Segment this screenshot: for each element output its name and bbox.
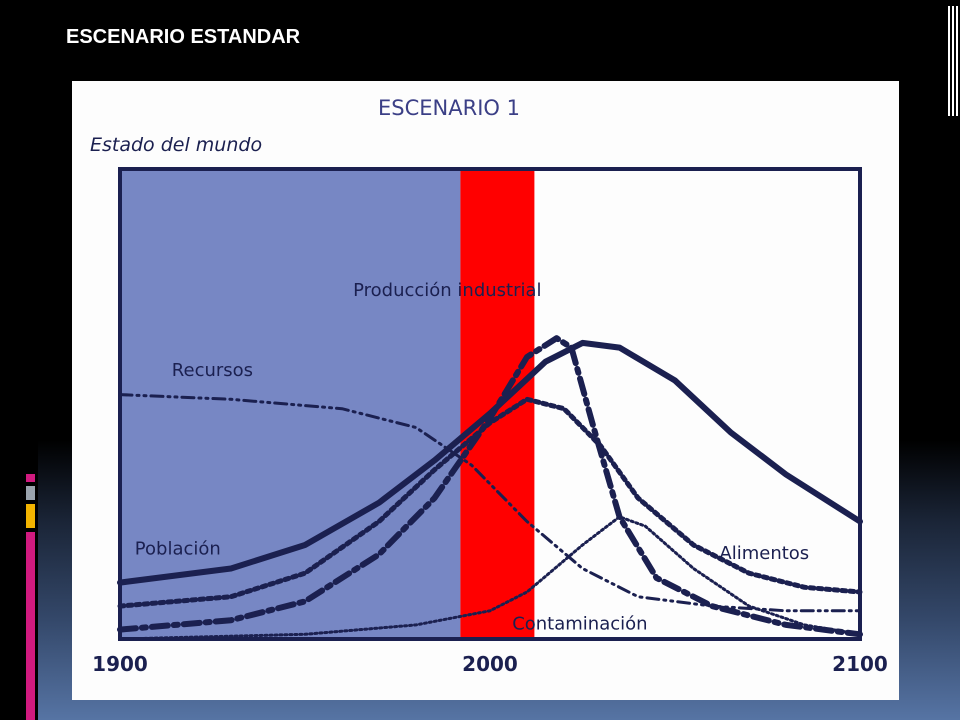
decorative-color-squares [26, 474, 36, 720]
series-label-layer: Recursos Población Producción industrial Al… [135, 280, 809, 635]
chart-plot-frame [118, 167, 862, 641]
series-label-produccion-industrial: Producción industrial [353, 280, 541, 301]
x-tick-label-2000: 2000 [462, 652, 518, 676]
slide-title: ESCENARIO ESTANDAR [66, 26, 301, 48]
series-label-alimentos: Alimentos [719, 543, 809, 564]
series-label-poblacion: Población [135, 538, 221, 559]
chart-ylabel: Estado del mundo [90, 134, 262, 156]
deco-bar-pink [26, 532, 35, 720]
deco-square-yellow [26, 504, 35, 528]
x-tick-layer: 1900 2000 2100 [92, 652, 888, 676]
scanned-figure: Recursos Población Producción industrial Al… [72, 81, 899, 700]
series-line-produccion-industrial [117, 335, 863, 638]
chart-title: ESCENARIO 1 [378, 96, 520, 120]
series-line-recursos [118, 393, 862, 613]
world-model-chart: Recursos Población Producción industrial Al… [90, 96, 888, 676]
x-tick-label-2100: 2100 [832, 652, 888, 676]
series-line-alimentos [117, 396, 863, 609]
series-line-contaminacion [118, 515, 862, 641]
x-tick-label-1900: 1900 [92, 652, 148, 676]
series-label-recursos: Recursos [172, 360, 253, 381]
series-line-poblacion [117, 339, 863, 586]
chart-highlight-past [120, 169, 461, 639]
deco-square-gray [26, 486, 35, 500]
series-layer [117, 335, 863, 641]
deco-square-pink [26, 474, 35, 482]
decorative-lines-graphic [948, 6, 958, 116]
series-label-contaminacion: Contaminación [512, 614, 647, 635]
